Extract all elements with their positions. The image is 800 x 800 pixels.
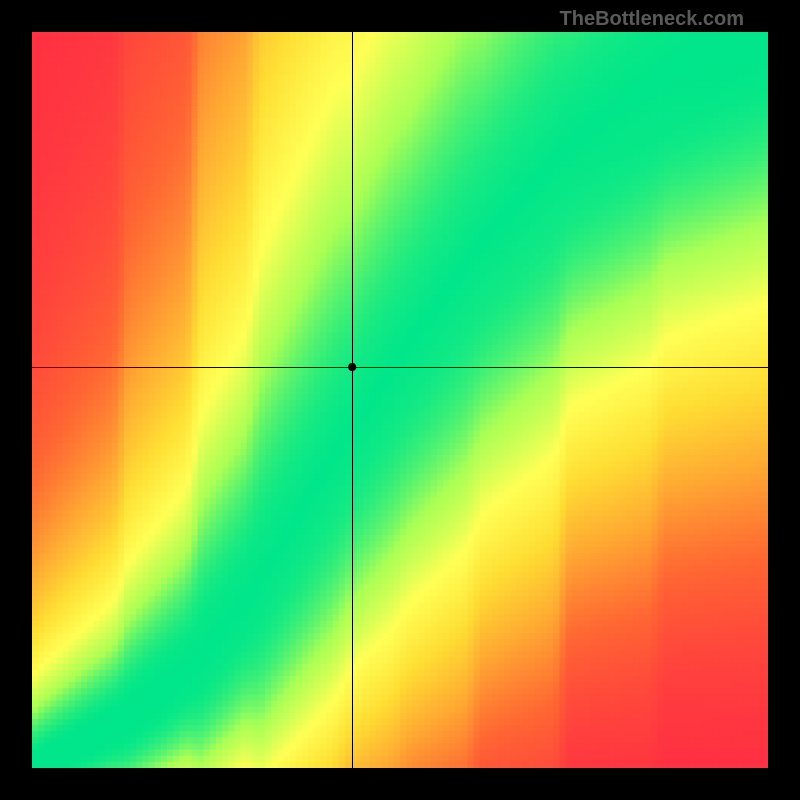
watermark-text: TheBottleneck.com [560, 8, 744, 31]
chart-container: TheBottleneck.com [0, 0, 800, 800]
heatmap-canvas [0, 0, 800, 800]
